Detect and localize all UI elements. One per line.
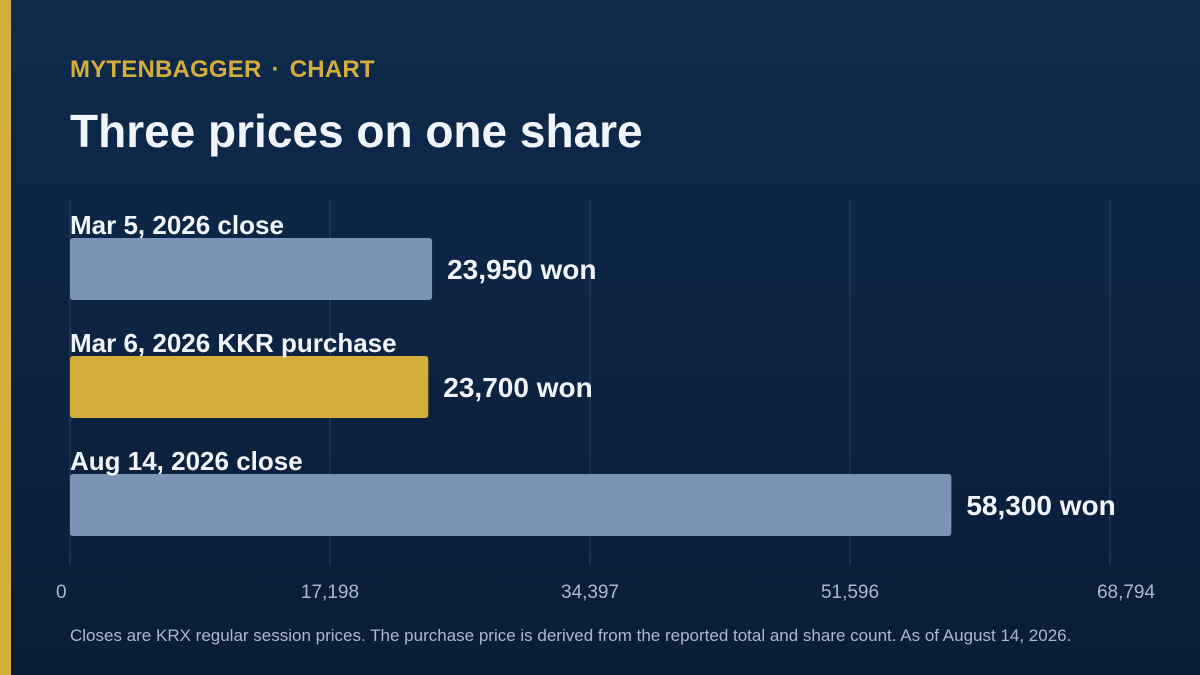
x-tick-label: 34,397 — [561, 582, 619, 603]
category-label: Mar 5, 2026 close — [70, 210, 284, 240]
x-tick-label: 68,794 — [1097, 582, 1156, 603]
brand-label: MYTENBAGGER — [70, 56, 262, 83]
section-label: CHART — [289, 56, 375, 83]
bar — [70, 238, 433, 300]
category-label: Aug 14, 2026 close — [70, 446, 303, 476]
category-label: Mar 6, 2026 KKR purchase — [70, 328, 397, 358]
eyebrow-separator: · — [271, 56, 280, 83]
bar — [70, 356, 429, 418]
bar — [70, 474, 952, 536]
accent-bar — [0, 0, 11, 675]
x-tick-label: 51,596 — [821, 582, 879, 603]
eyebrow: MYTENBAGGER · CHART — [70, 56, 375, 84]
bar-chart: 0 17,198 34,397 51,596 68,794 Mar 5, 2026 clo… — [56, 200, 1156, 603]
x-tick-label: 17,198 — [301, 582, 359, 603]
data-label: 23,950 won — [447, 254, 596, 285]
data-label: 23,700 won — [443, 372, 592, 403]
chart-title: Three prices on one share — [70, 105, 643, 157]
x-tick-label: 0 — [56, 582, 67, 603]
footnote: Closes are KRX regular session prices. T… — [70, 626, 1072, 645]
data-label: 58,300 won — [966, 490, 1115, 521]
